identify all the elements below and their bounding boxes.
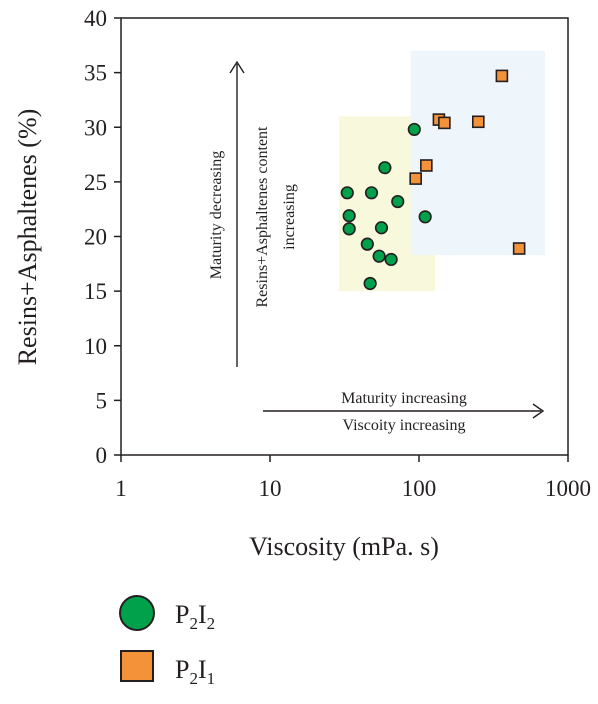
y-tick-label-30: 30 <box>84 115 107 140</box>
point-p2i2-4 <box>360 237 374 251</box>
regions-layer <box>338 50 545 292</box>
horizontal-arrowhead <box>532 403 545 419</box>
y-tick-label-25: 25 <box>84 170 107 195</box>
point-p2i1-6 <box>512 242 526 255</box>
y-tick-label-15: 15 <box>84 279 107 304</box>
x-tick-label-100: 100 <box>402 476 437 501</box>
point-p2i2-12 <box>418 210 432 224</box>
point-p2i2-6 <box>372 249 386 263</box>
y-tick-label-5: 5 <box>96 388 108 413</box>
point-p2i2-7 <box>374 221 389 235</box>
point-p2i2-5 <box>363 276 377 291</box>
legend-marker-square <box>120 650 154 682</box>
x-tick-label-1000: 1000 <box>545 476 591 501</box>
x-tick-label-1: 1 <box>115 476 127 501</box>
legend-label-p2i2: P2I2 <box>175 600 215 633</box>
region-p2i1 <box>410 50 545 256</box>
legend-label-p2i1: P2I1 <box>175 655 215 688</box>
point-p2i1-1 <box>420 159 433 172</box>
x-axis-title: Viscosity (mPa. s) <box>249 532 439 561</box>
point-p2i2-3 <box>364 186 379 200</box>
vertical-side-label-line2: increasing <box>281 184 298 250</box>
point-p2i1-0 <box>409 172 422 185</box>
x-tick-label-10: 10 <box>259 476 282 501</box>
legend-item-p2i2: P2I2 <box>119 595 215 633</box>
point-p2i1-3 <box>438 116 451 130</box>
legend-item-p2i1: P2I1 <box>120 650 215 688</box>
vertical-arrowhead <box>229 60 245 74</box>
horizontal-label-line1: Maturity increasing <box>341 390 467 407</box>
point-p2i2-0 <box>340 186 354 200</box>
y-tick-label-0: 0 <box>96 443 108 468</box>
legend: P2I2 P2I1 <box>119 595 215 688</box>
legend-marker-circle <box>119 595 155 631</box>
point-p2i2-10 <box>391 194 405 209</box>
y-tick-label-40: 40 <box>84 6 107 31</box>
point-p2i1-5 <box>495 69 509 83</box>
point-p2i2-1 <box>342 209 356 223</box>
point-p2i2-11 <box>407 122 421 137</box>
annotations-layer: Maturity decreasing Resins+Asphaltenes co… <box>208 60 545 434</box>
point-p2i2-8 <box>378 161 392 175</box>
y-tick-label-20: 20 <box>84 225 107 250</box>
point-p2i1-4 <box>471 115 485 129</box>
point-p2i2-2 <box>342 222 356 236</box>
point-p2i2-9 <box>384 252 398 267</box>
y-tick-label-35: 35 <box>84 61 107 86</box>
vertical-arrow-label: Maturity decreasing <box>208 151 225 279</box>
vertical-side-label-line1: Resins+Asphaltenes content <box>254 126 271 308</box>
horizontal-label-line2: Viscoity increasing <box>342 417 465 434</box>
y-axis-title: Resins+Asphaltenes (%) <box>13 109 42 366</box>
points-layer <box>340 69 526 291</box>
y-tick-label-10: 10 <box>84 334 107 359</box>
ticks-layer: 1 10 100 1000 0 5 10 15 20 25 30 35 40 <box>84 6 591 501</box>
